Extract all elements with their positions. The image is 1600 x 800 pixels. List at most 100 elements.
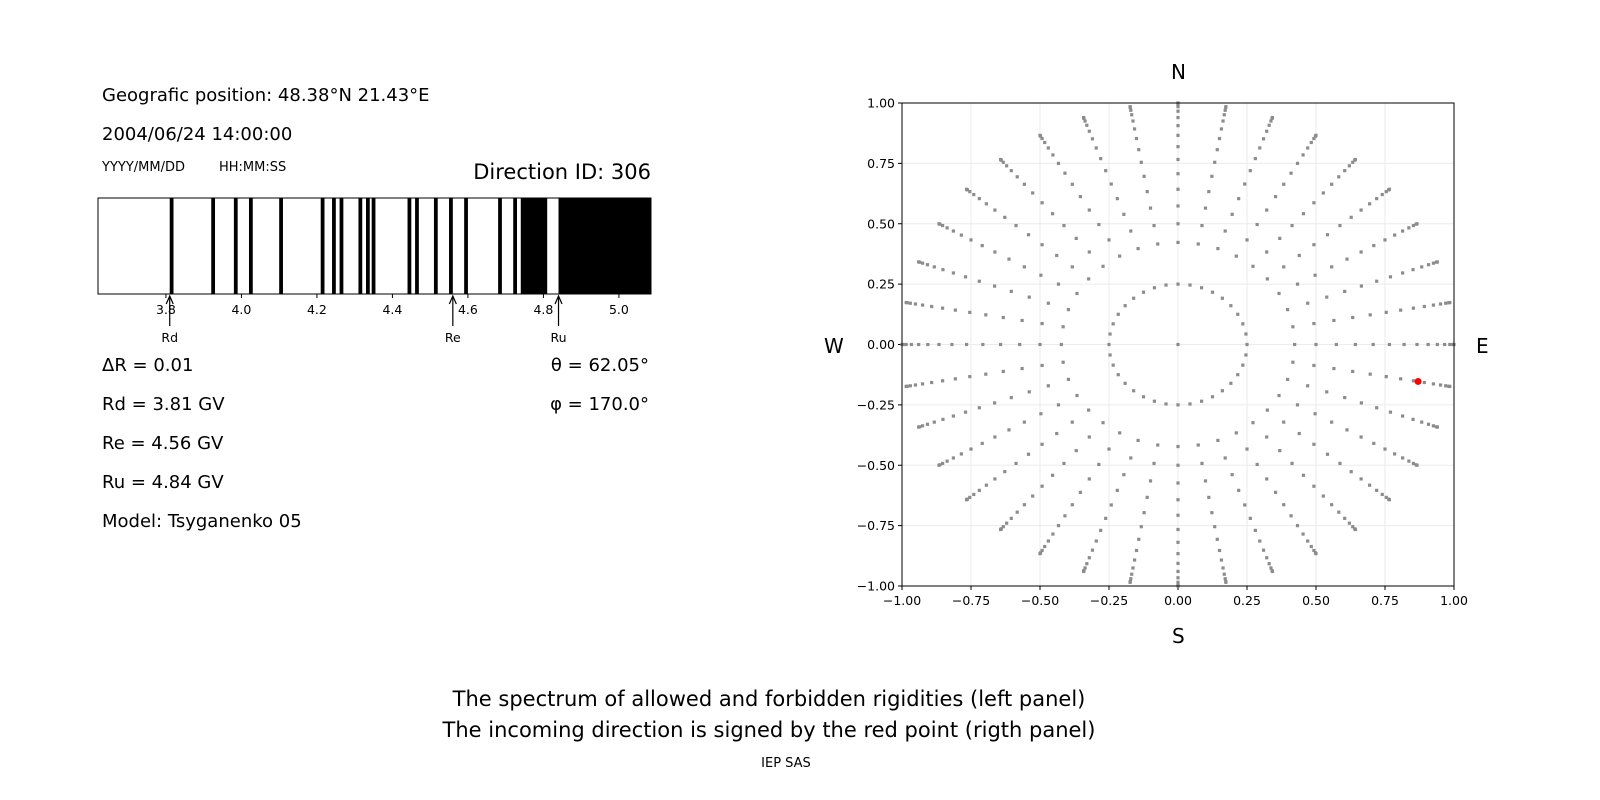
grid-point: [1267, 123, 1271, 127]
grid-point: [1236, 373, 1240, 377]
forbidden-band: [358, 198, 363, 294]
grid-point: [1083, 566, 1087, 570]
grid-point: [1122, 473, 1126, 477]
grid-point: [1411, 461, 1415, 466]
forbidden-band: [558, 198, 651, 294]
grid-point: [968, 375, 972, 379]
grid-point: [1210, 174, 1214, 178]
grid-point: [1039, 412, 1043, 416]
grid-point: [964, 342, 969, 347]
grid-point: [1074, 236, 1078, 240]
grid-point: [1426, 342, 1430, 347]
grid-point: [1255, 462, 1259, 467]
grid-point: [1306, 539, 1310, 543]
grid-point: [1136, 246, 1140, 251]
grid-point: [1142, 511, 1146, 515]
grid-point: [925, 263, 930, 267]
grid-point: [1101, 264, 1105, 268]
grid-point: [1118, 431, 1122, 435]
grid-point: [1411, 268, 1415, 272]
grid-point: [925, 422, 930, 426]
grid-point: [1343, 289, 1347, 294]
datetime: 2004/06/24 14:00:00: [102, 124, 293, 145]
forbidden-band: [433, 198, 438, 294]
grid-point: [1309, 544, 1313, 549]
grid-point: [1359, 208, 1363, 212]
grid-point: [1145, 495, 1149, 499]
grid-point: [1207, 495, 1211, 499]
grid-point: [1115, 488, 1119, 492]
grid-point: [1411, 417, 1415, 421]
grid-point: [945, 459, 949, 463]
grid-point: [977, 406, 981, 410]
grid-point: [1401, 414, 1405, 418]
grid-point: [1338, 461, 1342, 466]
grid-point: [1009, 289, 1013, 294]
grid-point: [1253, 528, 1257, 532]
grid-point: [920, 424, 925, 428]
grid-point: [1090, 137, 1095, 141]
grid-point: [1027, 295, 1031, 299]
grid-point: [1097, 222, 1101, 227]
grid-point: [1176, 133, 1180, 137]
grid-point: [1337, 175, 1341, 179]
grid-point: [1087, 556, 1091, 560]
grid-point: [1066, 307, 1070, 312]
grid-point: [1020, 318, 1024, 323]
grid-point: [1286, 377, 1290, 382]
grid-point: [1022, 420, 1026, 424]
x-tick-label: 0.25: [1233, 593, 1261, 608]
geographic-position: Geografic position: 48.38°N 21.43°E: [102, 85, 430, 106]
grid-point: [1009, 516, 1013, 520]
grid-point: [1359, 435, 1363, 439]
grid-point: [1426, 422, 1431, 426]
grid-point: [1368, 313, 1372, 317]
grid-point: [998, 342, 1003, 347]
grid-point: [1251, 421, 1255, 425]
grid-point: [1407, 459, 1411, 463]
grid-point: [1107, 238, 1111, 242]
grid-point: [1312, 363, 1316, 368]
grid-point: [1422, 380, 1426, 385]
grid-point: [1325, 295, 1329, 299]
grid-point: [1087, 129, 1091, 133]
grid-point: [1040, 442, 1044, 446]
grid-point: [1176, 342, 1180, 347]
grid-point: [980, 441, 984, 446]
grid-point: [1236, 312, 1240, 316]
grid-point: [1087, 477, 1091, 481]
grid-point: [1132, 558, 1137, 562]
grid-point: [1176, 240, 1180, 245]
grid-point: [1020, 366, 1024, 371]
grid-point: [977, 488, 981, 492]
grid-point: [1347, 521, 1351, 525]
grid-point: [1270, 569, 1274, 574]
grid-point: [941, 268, 945, 272]
grid-point: [1129, 108, 1133, 112]
grid-point: [1176, 403, 1180, 407]
forbidden-band: [248, 198, 253, 294]
grid-point: [1026, 233, 1031, 237]
grid-point: [1213, 160, 1217, 164]
grid-point: [1371, 342, 1375, 347]
grid-point: [1056, 403, 1061, 407]
grid-point: [1241, 363, 1245, 367]
grid-point: [1216, 246, 1220, 251]
grid-point: [1087, 208, 1091, 212]
forbidden-band: [233, 198, 238, 294]
grid-point: [1241, 322, 1245, 326]
grid-point: [1312, 548, 1316, 553]
grid-point: [1384, 310, 1388, 314]
grid-point: [1176, 513, 1180, 517]
grid-point: [998, 157, 1003, 162]
phi-value: φ = 170.0°: [550, 394, 649, 415]
grid-point: [1087, 408, 1091, 412]
grid-point: [993, 477, 997, 481]
grid-point: [1063, 171, 1067, 175]
grid-point: [1009, 395, 1013, 400]
grid-point: [964, 187, 969, 191]
grid-point: [1111, 363, 1115, 367]
grid-point: [1129, 577, 1133, 581]
grid-point: [1435, 342, 1439, 347]
grid-point: [1176, 580, 1180, 584]
